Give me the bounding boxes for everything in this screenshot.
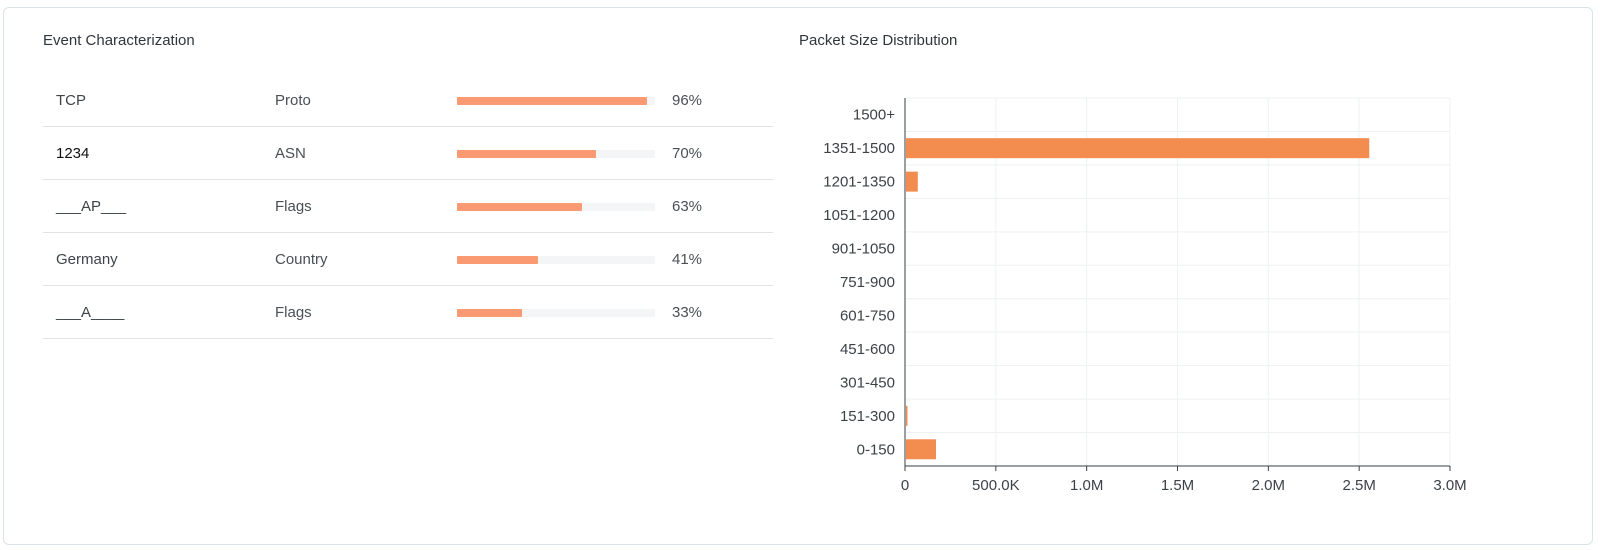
bar bbox=[906, 405, 908, 426]
row-percent: 33% bbox=[672, 304, 703, 321]
x-tick-label: 500.0K bbox=[972, 477, 1020, 494]
row-value: TCP bbox=[56, 92, 86, 109]
row-percent: 96% bbox=[672, 92, 703, 109]
row-percent: 41% bbox=[672, 251, 703, 268]
percent-bar-fill bbox=[457, 203, 582, 211]
row-percent: 63% bbox=[672, 198, 703, 215]
bar bbox=[906, 171, 918, 192]
y-tick-label: 1201-1350 bbox=[823, 174, 895, 191]
percent-bar-track bbox=[457, 309, 655, 317]
x-tick-label: 1.0M bbox=[1070, 477, 1103, 494]
row-value: ___AP___ bbox=[56, 198, 127, 215]
event-characterization-title: Event Characterization bbox=[43, 32, 195, 49]
table-row[interactable]: ___A____ Flags 33% bbox=[43, 286, 773, 339]
percent-bar-track bbox=[457, 97, 655, 105]
row-percent: 70% bbox=[672, 145, 703, 162]
row-field: Proto bbox=[275, 92, 311, 109]
row-value: 1234 bbox=[56, 145, 90, 162]
y-tick-label: 601-750 bbox=[840, 307, 895, 324]
row-field: ASN bbox=[275, 145, 306, 162]
y-tick-label: 751-900 bbox=[840, 274, 895, 291]
row-field: Flags bbox=[275, 304, 312, 321]
percent-bar-track bbox=[457, 150, 655, 158]
y-tick-label: 451-600 bbox=[840, 341, 895, 358]
x-tick-label: 2.0M bbox=[1252, 477, 1285, 494]
x-tick-label: 2.5M bbox=[1342, 477, 1375, 494]
percent-bar-fill bbox=[457, 150, 596, 158]
bar bbox=[906, 138, 1370, 159]
table-row[interactable]: Germany Country 41% bbox=[43, 233, 773, 286]
table-row[interactable]: ___AP___ Flags 63% bbox=[43, 180, 773, 233]
y-tick-label: 1351-1500 bbox=[823, 140, 895, 157]
table-row[interactable]: TCP Proto 96% bbox=[43, 74, 773, 127]
row-value: Germany bbox=[56, 251, 118, 268]
packet-size-distribution-title: Packet Size Distribution bbox=[799, 32, 958, 49]
x-tick-label: 0 bbox=[901, 477, 909, 494]
y-tick-label: 301-450 bbox=[840, 374, 895, 391]
y-tick-label: 151-300 bbox=[840, 408, 895, 425]
dashboard-card bbox=[3, 7, 1593, 545]
row-field: Country bbox=[275, 251, 328, 268]
percent-bar-track bbox=[457, 256, 655, 264]
x-tick-label: 3.0M bbox=[1433, 477, 1466, 494]
y-tick-label: 1500+ bbox=[853, 107, 895, 124]
y-tick-label: 901-1050 bbox=[832, 241, 895, 258]
y-tick-label: 1051-1200 bbox=[823, 207, 895, 224]
percent-bar-fill bbox=[457, 256, 539, 264]
row-field: Flags bbox=[275, 198, 312, 215]
table-row[interactable]: 1234 ASN 70% bbox=[43, 127, 773, 180]
y-tick-label: 0-150 bbox=[857, 441, 895, 458]
packet-size-chart: 1500+ 1351-1500 1201-1350 1051-1200 901-1050… bbox=[823, 97, 1467, 494]
percent-bar-track bbox=[457, 203, 655, 211]
x-tick-label: 1.5M bbox=[1161, 477, 1194, 494]
event-characterization-table: TCP Proto 96% 1234 ASN 70% ___AP___ Flags 63% Ger… bbox=[43, 74, 773, 339]
percent-bar-fill bbox=[457, 309, 523, 317]
percent-bar-fill bbox=[457, 97, 648, 105]
bar bbox=[906, 439, 936, 460]
row-value: ___A____ bbox=[56, 304, 125, 321]
